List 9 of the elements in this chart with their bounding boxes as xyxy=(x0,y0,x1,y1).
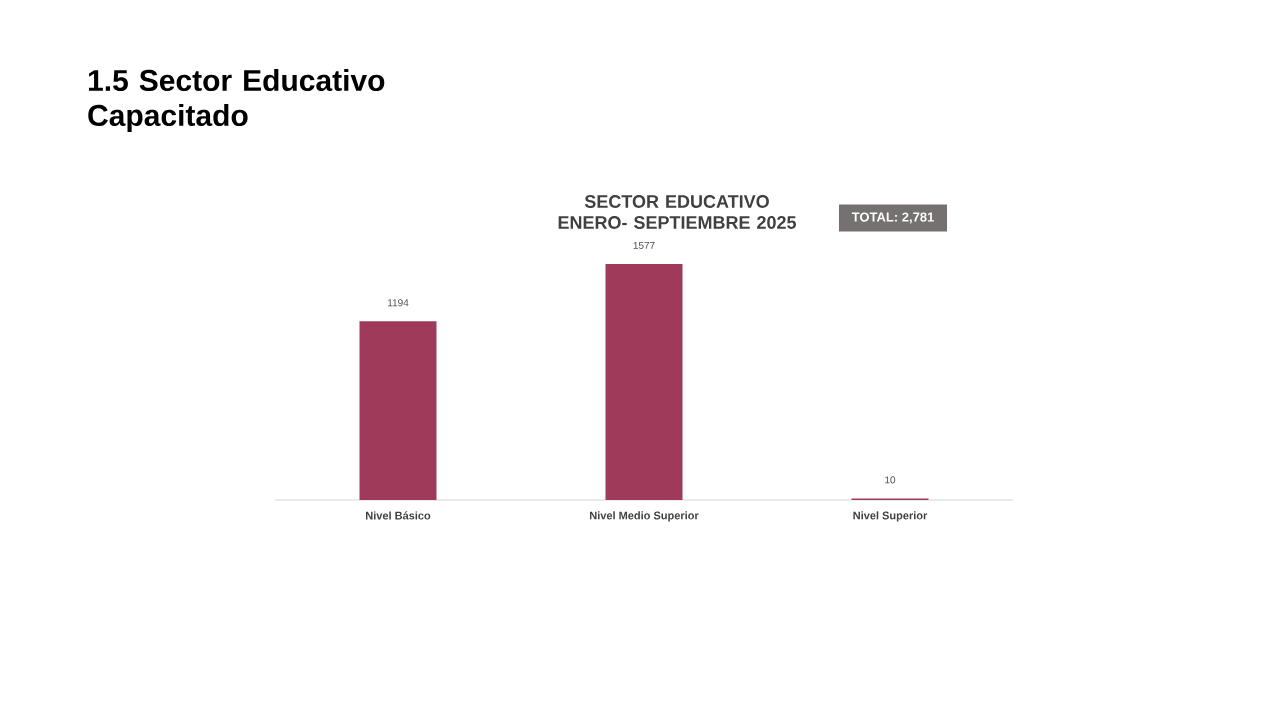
x-tick-label: Nivel Medio Superior xyxy=(590,511,699,522)
data-label: 1577 xyxy=(633,241,655,249)
text: TOTAL: 2,781 xyxy=(851,212,934,224)
x-tick-label: Nivel Básico xyxy=(366,511,431,520)
chart-title: 1.5 Sector Educativo Capacitado xyxy=(88,69,385,133)
data-label: 10 xyxy=(885,476,896,484)
chart-subtitle: SECTOR EDUCATIVO ENERO- SEPTIEMBRE 2025 xyxy=(558,195,797,229)
x-tick-label: Nivel Superior xyxy=(853,511,928,522)
data-label: 1194 xyxy=(388,299,409,307)
